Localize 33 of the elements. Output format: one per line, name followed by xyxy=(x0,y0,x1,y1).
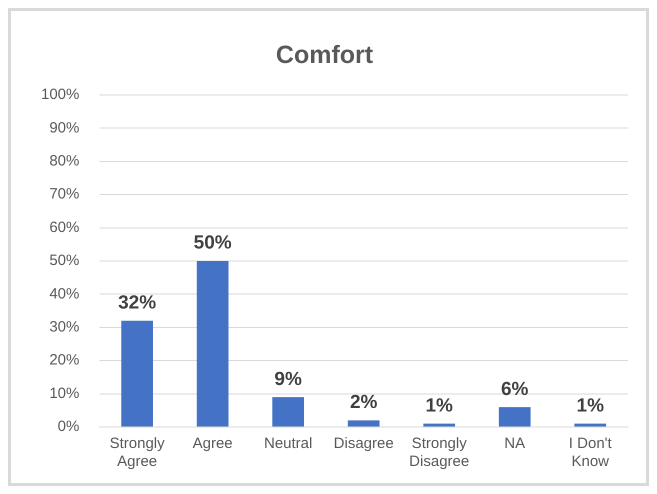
y-tick-label: 0% xyxy=(58,418,80,436)
bar xyxy=(348,420,380,426)
data-label: 6% xyxy=(500,378,529,400)
y-tick-label: 10% xyxy=(49,384,80,402)
chart-title: Comfort xyxy=(276,40,374,69)
bar xyxy=(423,424,456,426)
y-tick-label: 90% xyxy=(49,119,80,136)
data-label: 1% xyxy=(576,395,604,416)
y-tick-label: 50% xyxy=(49,252,80,270)
bar xyxy=(121,320,153,426)
x-tick-label: NA xyxy=(504,435,526,452)
x-tick-label: Neutral xyxy=(264,435,312,452)
data-label: 1% xyxy=(425,395,454,416)
bar xyxy=(498,407,531,426)
data-label: 9% xyxy=(274,368,302,390)
bar xyxy=(196,261,229,426)
bar xyxy=(272,397,304,426)
y-tick-label: 100% xyxy=(40,86,80,104)
data-label: 2% xyxy=(350,392,378,414)
y-tick-label: 40% xyxy=(49,285,80,302)
bar xyxy=(574,424,606,426)
y-tick-label: 70% xyxy=(49,186,80,203)
x-tick-label: Disagree xyxy=(334,435,394,452)
x-tick-label: Strongly Agree xyxy=(110,435,166,470)
x-tick-label: I Don't Know xyxy=(568,435,613,470)
y-tick-label: 80% xyxy=(49,152,80,170)
x-tick-label: Agree xyxy=(192,435,233,452)
x-tick-label: Strongly Disagree xyxy=(409,435,470,470)
y-tick-label: 20% xyxy=(49,352,80,369)
data-label: 50% xyxy=(194,232,232,254)
y-tick-label: 30% xyxy=(49,318,80,336)
data-label: 32% xyxy=(118,292,156,314)
y-tick-label: 60% xyxy=(49,218,80,236)
